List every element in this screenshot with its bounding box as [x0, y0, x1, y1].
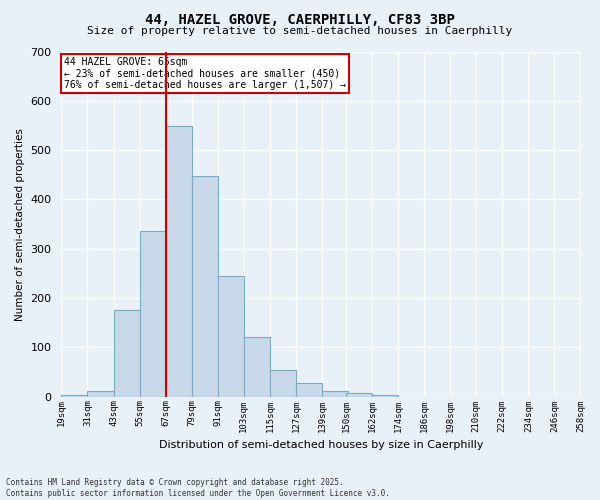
Text: Size of property relative to semi-detached houses in Caerphilly: Size of property relative to semi-detach…: [88, 26, 512, 36]
Bar: [372, 395, 398, 396]
Bar: [218, 276, 244, 396]
Bar: [346, 392, 372, 396]
Bar: [192, 176, 218, 396]
Text: 44 HAZEL GROVE: 65sqm
← 23% of semi-detached houses are smaller (450)
76% of sem: 44 HAZEL GROVE: 65sqm ← 23% of semi-deta…: [64, 56, 346, 90]
Bar: [296, 384, 322, 396]
Bar: [244, 338, 270, 396]
X-axis label: Distribution of semi-detached houses by size in Caerphilly: Distribution of semi-detached houses by …: [159, 440, 483, 450]
Bar: [140, 232, 166, 396]
Text: 44, HAZEL GROVE, CAERPHILLY, CF83 3BP: 44, HAZEL GROVE, CAERPHILLY, CF83 3BP: [145, 12, 455, 26]
Y-axis label: Number of semi-detached properties: Number of semi-detached properties: [15, 128, 25, 320]
Bar: [88, 390, 113, 396]
Text: Contains HM Land Registry data © Crown copyright and database right 2025.
Contai: Contains HM Land Registry data © Crown c…: [6, 478, 390, 498]
Bar: [113, 310, 140, 396]
Bar: [270, 370, 296, 396]
Bar: [166, 126, 192, 396]
Bar: [322, 390, 348, 396]
Bar: [61, 395, 88, 396]
